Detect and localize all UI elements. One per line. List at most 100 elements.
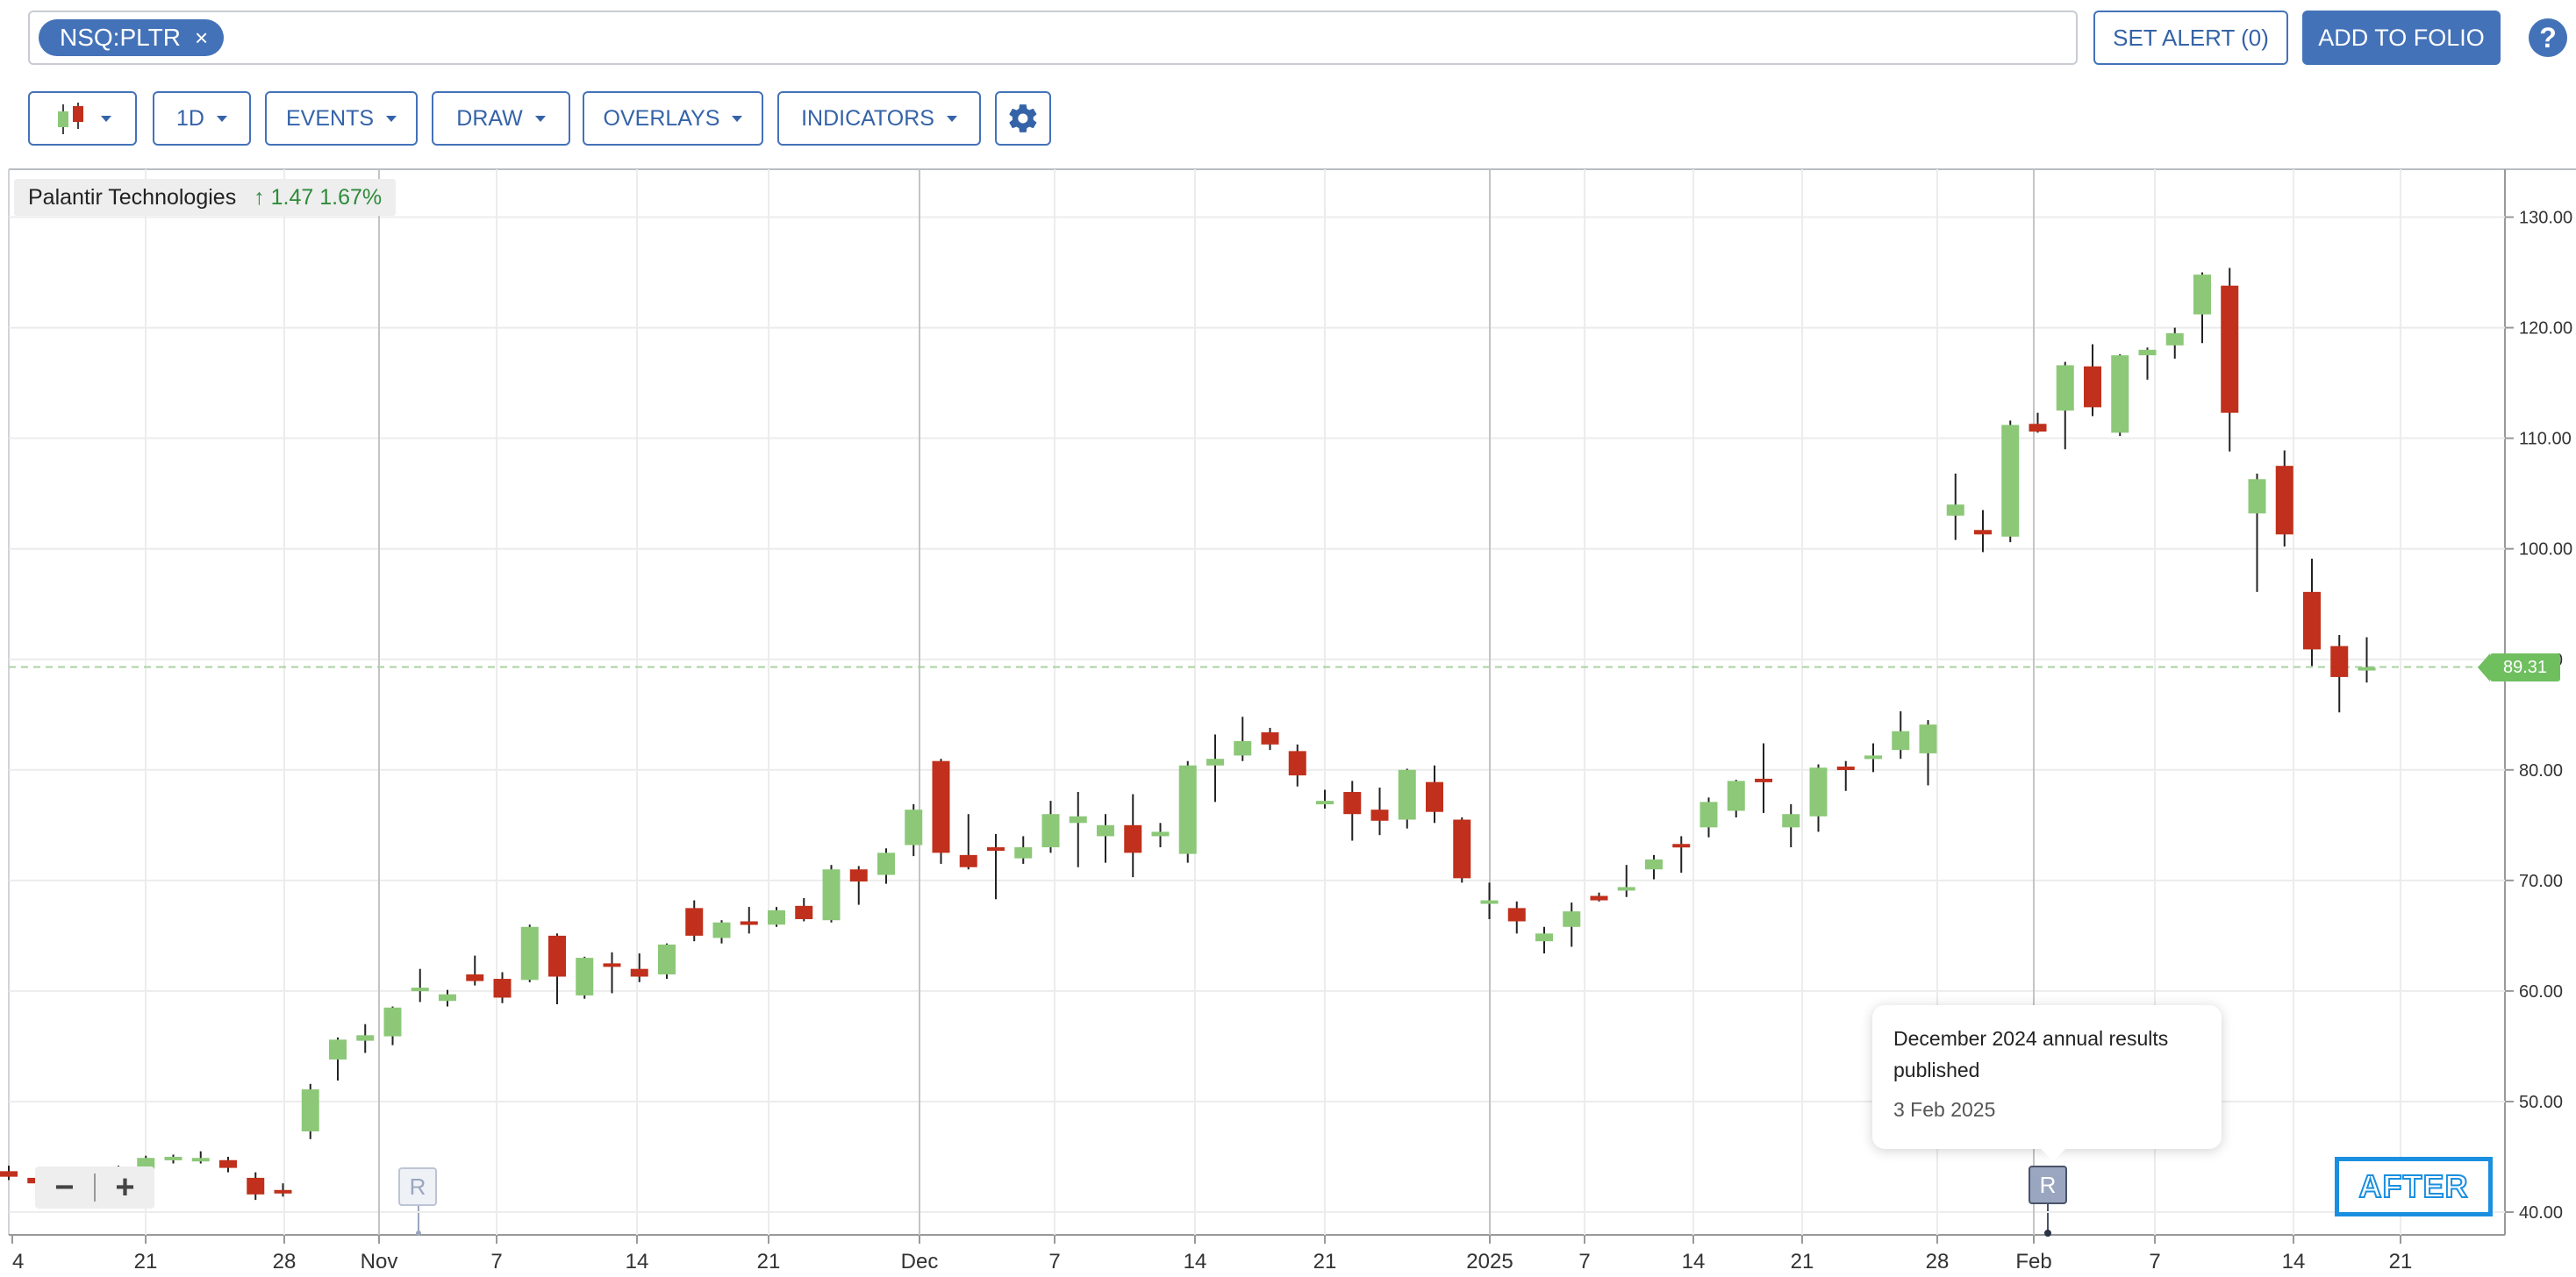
candle-down[interactable] xyxy=(2084,366,2101,408)
candle-down[interactable] xyxy=(274,1189,292,1194)
candle-down[interactable] xyxy=(1370,810,1389,821)
candle-down[interactable] xyxy=(1836,767,1855,771)
candle-up[interactable] xyxy=(1069,816,1087,824)
symbol-chip[interactable]: NSQ:PLTR × xyxy=(39,19,225,56)
candle-up[interactable] xyxy=(1041,814,1060,848)
candle-up[interactable] xyxy=(137,1158,155,1169)
candle-up[interactable] xyxy=(1398,769,1416,820)
candle-up[interactable] xyxy=(411,988,429,992)
candle-down[interactable] xyxy=(2221,285,2239,413)
overlays-dropdown[interactable]: OVERLAYS xyxy=(583,91,763,146)
candle-up[interactable] xyxy=(1178,765,1197,854)
candle-up[interactable] xyxy=(768,910,785,925)
candle-up[interactable] xyxy=(2001,424,2020,537)
candle-up[interactable] xyxy=(164,1156,182,1160)
candle-down[interactable] xyxy=(1426,781,1443,812)
candle-down[interactable] xyxy=(603,963,621,967)
events-dropdown[interactable]: EVENTS xyxy=(265,91,418,146)
candle-up[interactable] xyxy=(822,869,841,921)
candle-up[interactable] xyxy=(1563,911,1581,927)
candle-down[interactable] xyxy=(1974,530,1992,535)
draw-dropdown[interactable]: DRAW xyxy=(432,91,570,146)
remove-symbol-icon[interactable]: × xyxy=(194,24,209,51)
candle-down[interactable] xyxy=(1288,751,1306,776)
candle-up[interactable] xyxy=(2358,667,2376,671)
candle-down[interactable] xyxy=(2029,424,2047,432)
candle-down[interactable] xyxy=(493,979,512,998)
candle-up[interactable] xyxy=(905,810,923,845)
candle-up[interactable] xyxy=(2056,365,2074,411)
zoom-in-button[interactable]: + xyxy=(115,1168,135,1206)
candle-up[interactable] xyxy=(877,853,895,875)
candle-down[interactable] xyxy=(795,905,813,919)
candle-up[interactable] xyxy=(520,926,539,981)
candle-up[interactable] xyxy=(1097,824,1114,837)
candle-down[interactable] xyxy=(849,869,868,882)
candle-up[interactable] xyxy=(301,1089,319,1131)
candle-up[interactable] xyxy=(329,1039,347,1060)
results-event-marker-active[interactable]: R xyxy=(2029,1166,2067,1204)
candle-down[interactable] xyxy=(1343,792,1362,815)
candle-up[interactable] xyxy=(1727,781,1745,811)
candle-up[interactable] xyxy=(1206,759,1224,766)
candle-up[interactable] xyxy=(1809,767,1828,817)
candle-down[interactable] xyxy=(466,974,484,981)
candle-down[interactable] xyxy=(1672,844,1691,848)
candle-up[interactable] xyxy=(1480,900,1499,904)
candle-up[interactable] xyxy=(1892,731,1910,751)
candle-up[interactable] xyxy=(1316,801,1334,805)
candle-down[interactable] xyxy=(2303,591,2321,650)
candle-down[interactable] xyxy=(685,908,704,936)
candle-up[interactable] xyxy=(1946,504,1964,516)
indicators-dropdown[interactable]: INDICATORS xyxy=(777,91,981,146)
candle-up[interactable] xyxy=(658,944,676,974)
set-alert-button[interactable]: SET ALERT (0) xyxy=(2093,11,2288,65)
candle-down[interactable] xyxy=(630,968,648,977)
add-to-folio-button[interactable]: ADD TO FOLIO xyxy=(2302,11,2501,65)
candles[interactable] xyxy=(0,268,2376,1201)
candle-down[interactable] xyxy=(987,847,1005,852)
candle-down[interactable] xyxy=(959,854,977,867)
candle-up[interactable] xyxy=(2138,349,2157,356)
candle-down[interactable] xyxy=(2330,646,2349,677)
candle-up[interactable] xyxy=(712,922,731,938)
candle-up[interactable] xyxy=(1234,741,1252,756)
candle-up[interactable] xyxy=(2248,479,2266,514)
candle-up[interactable] xyxy=(1864,755,1882,760)
candle-down[interactable] xyxy=(1453,819,1471,879)
candle-up[interactable] xyxy=(1645,859,1663,870)
candle-down[interactable] xyxy=(1124,824,1142,853)
candle-up[interactable] xyxy=(2193,275,2211,315)
chart-type-dropdown[interactable] xyxy=(28,91,137,146)
candle-up[interactable] xyxy=(1699,802,1718,828)
candle-down[interactable] xyxy=(740,921,758,925)
candle-down[interactable] xyxy=(1507,908,1526,922)
candle-up[interactable] xyxy=(1782,814,1800,828)
candle-up[interactable] xyxy=(439,994,456,1002)
chart-settings-button[interactable] xyxy=(995,91,1051,146)
candle-up[interactable] xyxy=(191,1158,210,1162)
candle-up[interactable] xyxy=(576,958,594,995)
interval-dropdown[interactable]: 1D xyxy=(153,91,251,146)
symbol-search-bar[interactable]: NSQ:PLTR × xyxy=(28,11,2078,65)
candle-down[interactable] xyxy=(0,1171,18,1177)
candle-down[interactable] xyxy=(219,1159,237,1168)
candle-up[interactable] xyxy=(1617,887,1635,891)
results-event-marker[interactable]: R xyxy=(398,1167,437,1206)
candle-down[interactable] xyxy=(1590,895,1608,901)
candle-up[interactable] xyxy=(2165,332,2184,346)
help-icon[interactable]: ? xyxy=(2529,18,2567,57)
candle-up[interactable] xyxy=(1919,724,1937,753)
candle-up[interactable] xyxy=(356,1035,375,1041)
candle-down[interactable] xyxy=(247,1177,265,1195)
candle-up[interactable] xyxy=(1014,847,1033,859)
candle-up[interactable] xyxy=(2111,355,2129,433)
candle-down[interactable] xyxy=(932,760,950,853)
candle-up[interactable] xyxy=(1535,933,1553,942)
candle-up[interactable] xyxy=(1151,831,1170,837)
candle-down[interactable] xyxy=(548,935,566,977)
zoom-out-button[interactable]: − xyxy=(54,1168,75,1206)
candle-down[interactable] xyxy=(1261,731,1279,745)
candle-down[interactable] xyxy=(2275,466,2293,535)
candle-down[interactable] xyxy=(1755,778,1772,782)
